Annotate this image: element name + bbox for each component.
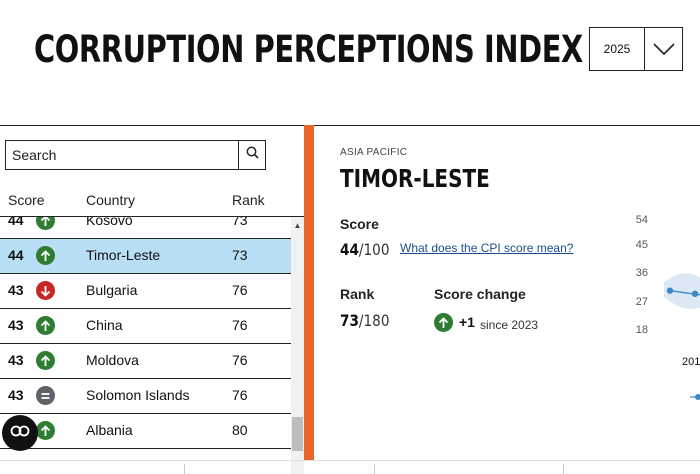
row-country: Kosovo [86, 216, 133, 228]
cpi-score-info-link[interactable]: What does the CPI score mean? [400, 241, 574, 255]
row-score: 44 [8, 247, 24, 263]
row-country: Bulgaria [86, 282, 138, 298]
page-title: CORRUPTION PERCEPTIONS INDEX [34, 28, 583, 71]
chart-point [691, 290, 699, 297]
panel-divider [304, 125, 314, 460]
country-list-panel: Score Country Rank 44 Kosovo 73 44 Timor-Les… [0, 125, 304, 474]
table-row[interactable]: 44 Kosovo 73 [0, 216, 291, 239]
arrow-up-icon [36, 217, 55, 230]
cookie-settings-button[interactable] [2, 415, 38, 451]
score-change-since: since 2023 [480, 318, 539, 332]
search-input[interactable] [6, 141, 238, 169]
scrollbar-thumb[interactable] [292, 417, 303, 451]
column-header-rank[interactable]: Rank [232, 192, 265, 208]
chart-y-tick: 27 [635, 296, 648, 308]
search-button[interactable] [238, 141, 265, 169]
row-rank: 73 [232, 216, 248, 228]
row-score: 43 [8, 282, 24, 298]
chart-y-tick: 54 [635, 214, 648, 226]
region-label: ASIA PACIFIC [340, 147, 408, 158]
scroll-up-icon[interactable]: ▲ [293, 220, 302, 230]
arrow-up-icon [36, 316, 55, 335]
row-country: Albania [86, 422, 133, 438]
country-detail-panel: ASIA PACIFIC TIMOR-LESTE Score 44/100 Wh… [314, 125, 700, 460]
bottom-tick [374, 464, 375, 474]
search-icon [246, 146, 259, 164]
table-row[interactable]: 43 Solomon Islands 76 [0, 379, 291, 414]
table-row[interactable]: 43 Moldova 76 [0, 344, 291, 379]
chart-y-tick: 18 [635, 324, 648, 336]
column-header-score[interactable]: Score [8, 192, 45, 208]
table-row[interactable]: 44 Timor-Leste 73 [0, 239, 291, 274]
country-list: 44 Kosovo 73 44 Timor-Leste 73 43 Bulgaria 76 43 C… [0, 216, 304, 474]
arrow-up-icon [36, 421, 55, 440]
row-rank: 73 [232, 247, 248, 263]
score-change-label: Score change [434, 286, 526, 302]
bottom-divider [0, 460, 700, 461]
scrollbar[interactable]: ▲ [291, 217, 304, 474]
score-label: Score [340, 216, 379, 232]
rank-label: Rank [340, 286, 375, 302]
row-country: Moldova [86, 352, 139, 368]
equal-icon [36, 386, 55, 405]
row-score: 43 [8, 317, 24, 333]
chart-confidence-band [664, 273, 700, 309]
table-row[interactable]: 43Albania80 [0, 414, 291, 449]
search-box [5, 140, 266, 170]
row-rank: 76 [232, 387, 248, 403]
country-title: TIMOR-LESTE [340, 164, 490, 193]
score-number: 44 [340, 240, 359, 259]
row-country: China [86, 317, 123, 333]
row-rank: 80 [232, 422, 248, 438]
arrow-up-icon [434, 313, 453, 332]
row-score: 44 [8, 216, 24, 228]
bottom-tick [563, 464, 564, 474]
table-row[interactable]: 43 Bulgaria 76 [0, 274, 291, 309]
rank-number: 73 [340, 311, 359, 330]
chart-x-tick-label: 201 [682, 356, 700, 368]
rank-max: /180 [358, 311, 390, 330]
arrow-up-icon [36, 246, 55, 265]
score-change-value: +1 [459, 314, 475, 330]
year-select[interactable]: 2025 [589, 27, 683, 71]
chart-y-tick: 45 [635, 239, 648, 251]
chevron-down-icon[interactable] [644, 28, 682, 70]
chart-point [666, 287, 674, 294]
year-select-value: 2025 [603, 42, 631, 56]
row-score: 43 [8, 352, 24, 368]
chart-y-tick: 36 [635, 267, 648, 279]
arrow-down-icon [36, 281, 55, 300]
rank-value: 73/180 [340, 311, 389, 330]
chart-series-line [669, 289, 700, 296]
row-rank: 76 [232, 317, 248, 333]
row-rank: 76 [232, 352, 248, 368]
arrow-up-icon [36, 351, 55, 370]
table-row[interactable]: 43 China 76 [0, 309, 291, 344]
column-header-country[interactable]: Country [86, 192, 136, 208]
row-score: 43 [8, 387, 24, 403]
cookie-settings-icon [10, 424, 30, 442]
score-max: /100 [358, 240, 390, 259]
bottom-tick [184, 464, 185, 474]
chart-point [695, 394, 700, 400]
row-country: Solomon Islands [86, 387, 190, 403]
row-rank: 76 [232, 282, 248, 298]
row-country: Timor-Leste [86, 247, 161, 263]
score-value: 44/100 [340, 240, 389, 259]
